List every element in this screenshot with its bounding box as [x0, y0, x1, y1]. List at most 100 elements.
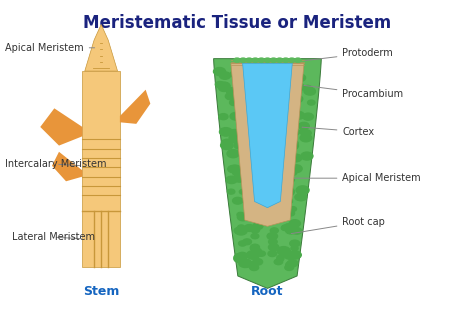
Circle shape: [295, 83, 304, 89]
Circle shape: [230, 112, 242, 120]
Polygon shape: [82, 71, 120, 267]
Polygon shape: [243, 63, 292, 208]
Circle shape: [253, 132, 265, 141]
Circle shape: [279, 198, 287, 203]
Circle shape: [285, 224, 292, 228]
Circle shape: [307, 89, 315, 95]
Circle shape: [277, 115, 284, 120]
Circle shape: [284, 71, 291, 76]
Circle shape: [233, 198, 243, 204]
Circle shape: [245, 112, 256, 119]
Circle shape: [298, 85, 305, 90]
Circle shape: [287, 211, 294, 216]
Text: Protoderm: Protoderm: [305, 48, 393, 60]
Circle shape: [219, 72, 230, 79]
Circle shape: [237, 71, 247, 78]
Circle shape: [289, 58, 295, 62]
Circle shape: [253, 258, 263, 265]
Circle shape: [269, 239, 277, 245]
Circle shape: [291, 246, 298, 251]
Circle shape: [288, 139, 295, 144]
Circle shape: [258, 194, 268, 201]
Circle shape: [291, 141, 298, 146]
Circle shape: [285, 199, 292, 204]
Text: Intercalary Meristem: Intercalary Meristem: [5, 159, 107, 169]
Circle shape: [268, 165, 276, 170]
Circle shape: [257, 195, 265, 200]
Circle shape: [250, 246, 257, 251]
Circle shape: [300, 134, 312, 142]
Polygon shape: [231, 63, 304, 226]
Circle shape: [292, 228, 302, 234]
Circle shape: [228, 88, 238, 95]
Circle shape: [275, 143, 282, 148]
Circle shape: [254, 248, 261, 253]
Circle shape: [231, 137, 237, 142]
Circle shape: [251, 234, 259, 239]
Circle shape: [296, 186, 309, 194]
Circle shape: [279, 71, 290, 78]
Circle shape: [272, 137, 279, 142]
Circle shape: [288, 70, 301, 78]
Circle shape: [286, 228, 295, 234]
Circle shape: [252, 228, 259, 233]
Circle shape: [234, 228, 243, 234]
Circle shape: [237, 129, 249, 137]
Circle shape: [286, 226, 298, 234]
Circle shape: [215, 82, 224, 88]
Circle shape: [237, 212, 244, 217]
Circle shape: [285, 264, 294, 270]
Circle shape: [249, 198, 259, 204]
Circle shape: [295, 58, 301, 62]
Circle shape: [292, 111, 304, 119]
Circle shape: [229, 100, 239, 106]
Circle shape: [269, 72, 278, 78]
Circle shape: [248, 155, 257, 161]
Polygon shape: [85, 25, 118, 71]
Circle shape: [276, 58, 283, 62]
Text: Procambium: Procambium: [304, 85, 403, 99]
Circle shape: [268, 67, 275, 72]
Circle shape: [273, 167, 281, 171]
Circle shape: [239, 190, 246, 194]
Circle shape: [308, 100, 315, 105]
Circle shape: [219, 114, 228, 120]
Circle shape: [235, 75, 245, 81]
Circle shape: [252, 149, 259, 154]
Circle shape: [278, 212, 286, 217]
Circle shape: [229, 130, 240, 137]
Circle shape: [270, 58, 277, 62]
Circle shape: [253, 173, 264, 181]
Circle shape: [277, 255, 283, 260]
Circle shape: [253, 223, 263, 229]
Circle shape: [242, 198, 249, 203]
Circle shape: [290, 207, 297, 211]
Text: Root: Root: [251, 285, 284, 298]
Circle shape: [290, 154, 302, 162]
Circle shape: [280, 214, 288, 219]
Circle shape: [231, 71, 241, 78]
Circle shape: [252, 58, 258, 62]
Circle shape: [238, 241, 246, 246]
Circle shape: [257, 251, 265, 256]
Circle shape: [237, 225, 245, 230]
Circle shape: [284, 198, 292, 204]
Polygon shape: [52, 152, 82, 181]
Circle shape: [259, 85, 266, 90]
Circle shape: [303, 85, 312, 91]
Circle shape: [219, 128, 232, 136]
Circle shape: [252, 211, 258, 216]
Text: Cortex: Cortex: [302, 127, 374, 137]
Circle shape: [301, 134, 310, 139]
Circle shape: [273, 201, 284, 208]
Circle shape: [272, 205, 280, 211]
Circle shape: [255, 95, 267, 103]
Circle shape: [267, 173, 280, 181]
Circle shape: [234, 175, 245, 182]
Circle shape: [264, 58, 271, 62]
Circle shape: [246, 58, 253, 62]
Circle shape: [275, 112, 287, 120]
Circle shape: [289, 251, 301, 259]
Circle shape: [279, 128, 292, 137]
Circle shape: [268, 244, 279, 251]
